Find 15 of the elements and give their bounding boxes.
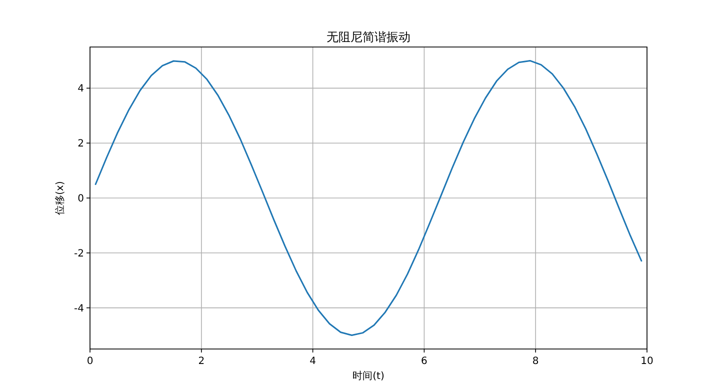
y-tick-label: 4 [78,84,84,95]
y-axis-title: 位移(x) [54,181,66,215]
chart-title: 无阻尼简谐振动 [326,30,410,44]
x-tick-label: 4 [310,356,316,367]
y-tick-label: -2 [74,248,84,260]
x-tick-label: 6 [421,356,428,367]
x-axis-title: 时间(t) [352,370,384,382]
y-tick-label: 0 [78,194,84,204]
x-tick-label: 10 [640,356,654,367]
line-series [94,60,642,336]
x-tick-label: 0 [86,356,94,367]
y-tick-label: 2 [78,138,84,150]
x-tick-label: 2 [198,356,205,367]
x-tick-label: 8 [532,356,539,367]
y-tick-label: -4 [74,303,84,314]
